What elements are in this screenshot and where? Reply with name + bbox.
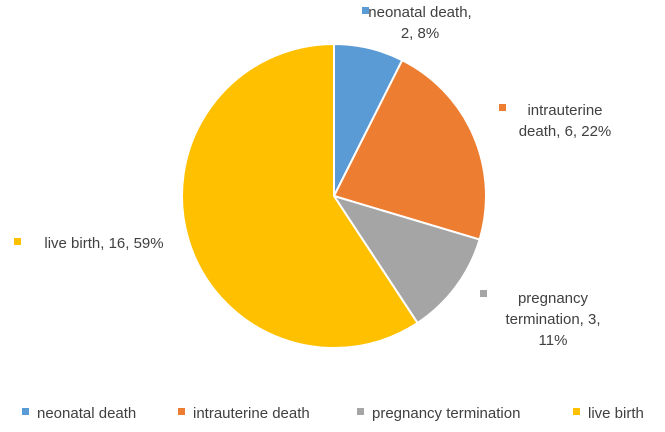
legend-label: live birth [588, 405, 644, 422]
legend-label: neonatal death [37, 405, 136, 422]
data-label-live-birth: live birth, 16, 59% [14, 235, 164, 252]
pie-slice-pregnancy-termination [331, 194, 481, 325]
data-label-swatch [480, 290, 487, 297]
data-label-line: 2, 8% [401, 25, 439, 42]
legend-swatch [22, 408, 29, 415]
legend-swatch [357, 408, 364, 415]
legend-item-neonatal-death: neonatal death [22, 405, 136, 422]
data-label-line: termination, 3, [505, 311, 600, 328]
legend-swatch [573, 408, 580, 415]
data-label-line: intrauterine [527, 102, 602, 119]
data-label-intrauterine-death: intrauterine death, 6, 22% [499, 102, 611, 140]
data-label-swatch [14, 238, 21, 245]
data-label-line: 11% [539, 332, 568, 349]
legend-item-pregnancy-termination: pregnancy termination [357, 405, 520, 422]
pie-data-labels: neonatal death, 2, 8% intrauterine death, 6… [14, 4, 611, 349]
data-label-pregnancy-termination: pregnancy termination, 3, 11% [480, 290, 601, 349]
pie-slice-intrauterine-death [332, 58, 487, 241]
legend-item-live-birth: live birth [573, 405, 644, 422]
legend-label: intrauterine death [193, 405, 310, 422]
data-label-line: pregnancy [518, 290, 589, 307]
legend-label: pregnancy termination [372, 405, 520, 422]
data-label-line: live birth, 16, 59% [44, 235, 163, 252]
data-label-swatch [499, 104, 506, 111]
legend: neonatal death intrauterine death pregnanc… [22, 405, 644, 422]
data-label-neonatal-death: neonatal death, 2, 8% [362, 4, 472, 42]
legend-swatch [178, 408, 185, 415]
data-label-swatch [362, 7, 369, 14]
pie-slices [181, 42, 487, 349]
legend-item-intrauterine-death: intrauterine death [178, 405, 310, 422]
data-label-line: neonatal death, [368, 4, 471, 21]
pie-slice-live-birth [181, 42, 419, 349]
data-label-line: death, 6, 22% [519, 123, 612, 140]
